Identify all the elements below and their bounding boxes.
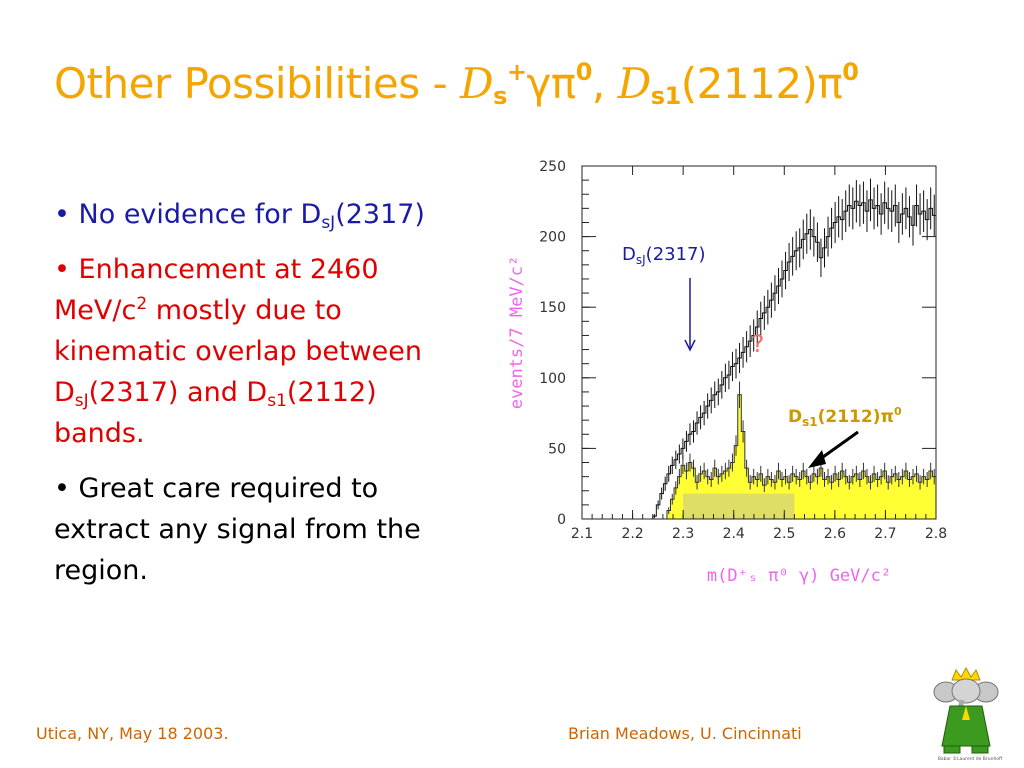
- logo-caption: Babar ©Laurent de Brunhoff: [938, 755, 1003, 762]
- annotation-question-mark: ?: [752, 330, 765, 358]
- bullet-sup: 2: [136, 294, 148, 314]
- annotation-ds1-label: Ds1(2112)π0: [788, 405, 902, 429]
- title-ds1-symbol: D: [617, 59, 652, 108]
- title-ds-symbol: D: [459, 59, 494, 108]
- leg-icon: [971, 745, 989, 754]
- babar-elephant-logo: Babar ©Laurent de Brunhoff: [933, 666, 1003, 762]
- footer-location-date: Utica, NY, May 18 2003.: [36, 724, 229, 743]
- y-axis-title: events/7 MeV/c²: [507, 256, 527, 410]
- bullet-sub: s1: [267, 391, 287, 411]
- y-tick-label: 200: [539, 230, 566, 246]
- y-tick-label: 250: [539, 159, 566, 175]
- title-pi: π: [817, 59, 843, 108]
- bullet-text: (2317): [335, 199, 425, 230]
- y-tick-label: 100: [539, 371, 566, 387]
- leg-icon: [943, 745, 961, 754]
- x-tick-label: 2.3: [672, 526, 694, 542]
- bullet-great-care: • Great care required to extract any sig…: [54, 468, 474, 591]
- annotation-ds1-arrowhead: [808, 450, 826, 468]
- x-tick-label: 2.8: [925, 526, 947, 542]
- title-pi0b-sup: 0: [842, 58, 859, 86]
- annotation-dsj-label: DsJ(2317): [622, 244, 706, 267]
- title-mass: (2112): [680, 59, 818, 108]
- crown-icon: [951, 666, 981, 681]
- footer-author: Brian Meadows, U. Cincinnati: [568, 724, 802, 743]
- x-tick-label: 2.4: [723, 526, 745, 542]
- annotation-dsj-arrowhead: [684, 339, 696, 352]
- title-pi0-sup: 0: [575, 58, 593, 86]
- tie-icon: [962, 706, 970, 720]
- bullet-text: Enhancement at 2460 MeV/c: [54, 254, 379, 326]
- histogram-yellow-fill: [582, 394, 937, 520]
- bullet-list: • No evidence for DsJ(2317) • Enhancemen…: [54, 194, 474, 605]
- x-tick-label: 2.6: [824, 526, 846, 542]
- title-prefix: Other Possibilities -: [54, 59, 460, 108]
- y-tick-label: 0: [557, 512, 566, 528]
- title-ds-sup: +: [506, 58, 527, 86]
- title-ds-sub: s: [493, 82, 507, 110]
- x-tick-label: 2.1: [571, 526, 593, 542]
- bullet-text: (2112) bands.: [54, 377, 377, 449]
- bullet-text: mostly due to kinematic overlap between …: [54, 295, 422, 408]
- elephant-head-icon: [951, 678, 981, 704]
- x-tick-label: 2.5: [773, 526, 795, 542]
- bullet-no-evidence: • No evidence for DsJ(2317): [54, 194, 474, 235]
- bullet-text: Great care required to extract any signa…: [54, 473, 421, 586]
- title-comma: ,: [591, 59, 618, 108]
- x-tick-label: 2.2: [621, 526, 643, 542]
- bullet-enhancement: • Enhancement at 2460 MeV/c2 mostly due …: [54, 249, 474, 454]
- slide-title: Other Possibilities - Ds+γπ0, Ds1(2112)π…: [54, 58, 859, 110]
- y-tick-label: 150: [539, 300, 566, 316]
- bullet-text: (2317) and D: [88, 377, 268, 408]
- band-region: [683, 493, 795, 519]
- bullet-dot: •: [54, 254, 79, 285]
- bullet-sub: sJ: [74, 391, 89, 411]
- title-gamma-pi: γπ: [526, 59, 577, 108]
- histogram-black-line: [582, 199, 936, 520]
- x-tick-label: 2.7: [874, 526, 896, 542]
- x-axis-title: m(D⁺ₛ π⁰ γ) GeV/c²: [707, 566, 891, 586]
- title-ds1-sub: s1: [650, 82, 681, 110]
- y-tick-label: 50: [548, 441, 566, 457]
- histogram-chart: 2.1 2.2 2.3 2.4 2.5 2.6 2.7 2.8 0 50 100 150 200 250 m…: [507, 159, 947, 586]
- bullet-text: No evidence for D: [78, 199, 322, 230]
- bullet-dot: •: [54, 473, 79, 504]
- bullet-dot: •: [54, 199, 79, 230]
- plot-frame: [581, 165, 937, 520]
- green-suit-icon: [941, 705, 991, 747]
- bullet-sub: sJ: [321, 213, 336, 233]
